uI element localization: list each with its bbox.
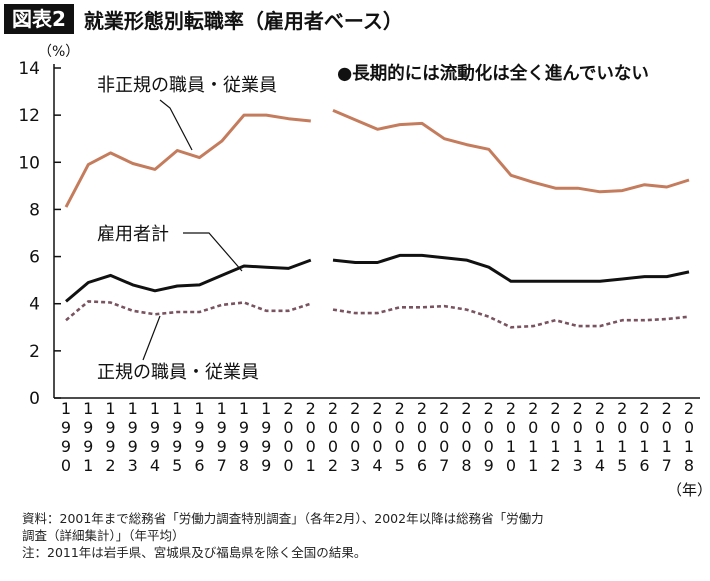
series-label: 雇用者計 [97,224,169,245]
y-tick-label: 2 [29,342,40,362]
chart-series [64,109,690,329]
y-tick-label: 8 [29,200,40,220]
series-line [332,304,690,329]
series-label: 正規の職員・従業員 [97,362,259,383]
y-unit-label: （%） [38,44,79,60]
y-tick-label: 10 [18,153,40,173]
leader-line [183,232,243,272]
y-tick-label: 14 [18,59,40,79]
x-unit-label: （年） [667,481,710,499]
footnotes: 資料：2001年まで総務省「労働力調査特別調査」（各年2月）、2002年以降は総… [22,510,662,561]
footnote-note: 注：2011年は岩手県、宮城県及び福島県を除く全国の結果。 [22,545,367,560]
series-line [332,109,690,194]
footnote-source-line1: 資料：2001年まで総務省「労働力調査特別調査」（各年2月）、2002年以降は総… [22,511,544,526]
figure-badge: 図表2 [4,4,74,34]
y-tick-label: 4 [29,295,40,315]
y-tick-label: 12 [18,106,40,126]
chart-axes: 0 2 4 6 8 10 12 14（%） 1 9 9 0 1 9 9 1 1 9 9 2 1 9 9 3 1 9 9 4 1 9 9 5 1 9… [18,44,710,499]
leader-line [159,99,193,151]
series-line [65,258,312,303]
y-tick-label: 0 [29,389,40,409]
series-label: 非正規の職員・従業員 [97,75,277,96]
series-line [332,253,690,283]
series-line [64,113,311,208]
footnote-source-line2: 調査（詳細集計）」（年平均） [22,528,185,543]
figure-title: 就業形態別転職率（雇用者ベース） [83,8,403,33]
y-tick-label: 6 [29,248,40,268]
leader-line [142,315,161,361]
series-line [65,300,312,322]
chart-annotation: ●長期的には流動化は全く進んでいない [337,63,649,84]
figure-header: 図表2 就業形態別転職率（雇用者ベース） [4,4,403,34]
